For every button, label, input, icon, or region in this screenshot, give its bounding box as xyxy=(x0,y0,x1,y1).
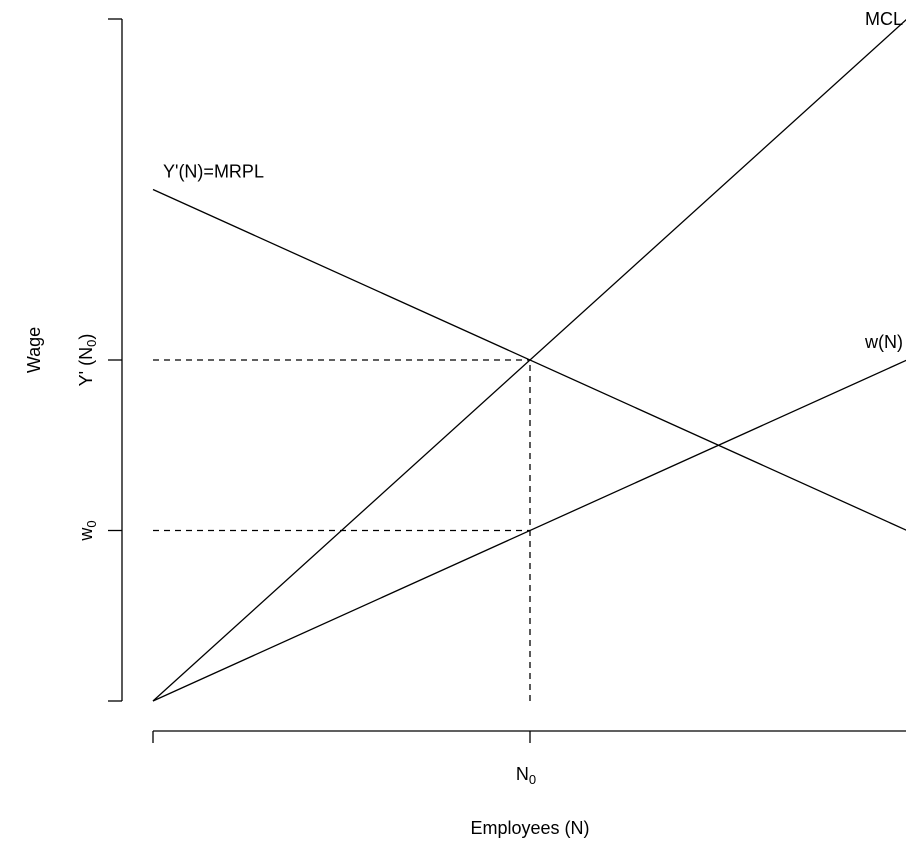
y-axis: w0 Y' (N0) xyxy=(76,18,123,702)
y-axis-label: Wage xyxy=(24,327,44,373)
series-label-1: MCL xyxy=(865,9,903,29)
series-line-2 xyxy=(152,359,906,702)
series-lines xyxy=(152,19,906,702)
series-label-2: w(N) xyxy=(864,332,903,352)
x-tick-label-1: N0 xyxy=(516,764,536,787)
x-axis-label: Employees (N) xyxy=(470,818,589,838)
series-label-0: Y'(N)=MRPL xyxy=(163,162,264,182)
labels: Y'(N)=MRPL MCL w(N) xyxy=(163,9,903,352)
series-line-1 xyxy=(152,19,906,702)
y-tick-label-2: Y' (N0) xyxy=(76,334,99,387)
y-tick-label-1: w0 xyxy=(76,520,99,541)
x-axis: N0 xyxy=(152,730,906,787)
